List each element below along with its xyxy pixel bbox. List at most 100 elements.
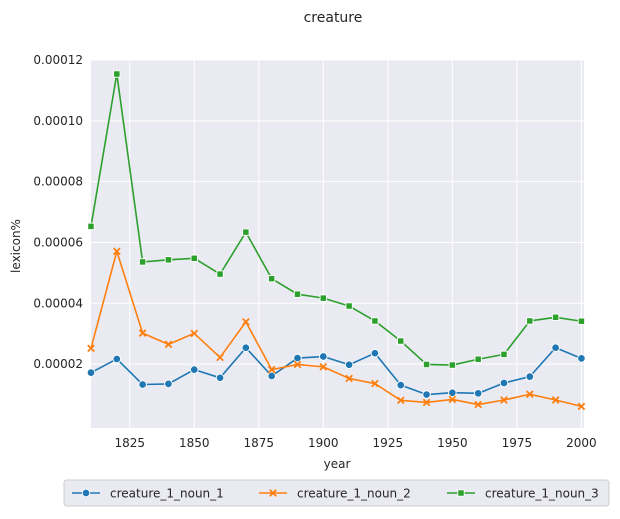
data-point [396,396,405,405]
y-tick-label: 0.00006 [33,235,83,249]
data-point [551,313,560,321]
series-group [86,70,586,411]
data-point [448,388,457,397]
legend-label: creature_1_noun_2 [297,487,411,501]
y-axis-label: lexicon% [9,219,23,273]
data-point [345,374,353,383]
legend-entries: creature_1_noun_1 creature_1_noun_2 creatu… [72,487,599,501]
legend-entry: creature_1_noun_1 [72,487,224,501]
series-line [90,73,582,366]
x-tick-label: 1825 [114,436,145,450]
data-point [241,343,251,352]
data-point [138,380,147,389]
data-point [190,329,199,338]
series-creature_1_noun_2 [87,247,586,411]
x-tick-label: 2000 [566,436,597,450]
data-point [87,222,95,231]
plot-area [91,60,584,428]
x-tick-label: 1975 [502,436,533,450]
data-point [164,340,173,349]
series-line [90,250,582,408]
data-point [396,380,405,390]
y-tick-label: 0.00012 [33,53,83,67]
data-point [422,398,431,407]
series-line [90,346,582,396]
series-creature_1_noun_3 [87,70,586,369]
series-creature_1_noun_1 [86,343,586,399]
data-point [138,329,147,337]
data-point [500,396,508,404]
data-point [138,258,147,266]
data-point [345,302,353,310]
x-tick-label: 1950 [437,436,468,450]
data-point [319,294,327,302]
data-point [499,378,509,388]
chart-title: creature [304,10,363,26]
data-point [577,354,586,363]
data-point [526,317,534,325]
x-tick-label: 1850 [179,436,210,450]
data-point [86,368,96,377]
data-point [448,395,457,404]
data-point [87,344,95,353]
data-point [164,256,173,264]
data-point [267,371,276,381]
data-point [216,270,224,278]
legend-marker [457,489,465,497]
data-point [474,400,483,409]
data-point [551,396,560,404]
data-point [215,373,225,383]
data-point [525,372,535,381]
data-point [500,350,508,359]
legend-frame [63,479,610,507]
y-tick-label: 0.00004 [33,296,83,310]
data-point [370,348,380,358]
data-point [474,355,482,363]
data-point [112,354,122,364]
y-tick-label: 0.00008 [33,175,83,189]
data-point [344,360,354,369]
y-tick-label: 0.00002 [33,357,83,371]
data-point [448,361,457,369]
data-point [293,360,302,369]
data-point [473,389,483,398]
data-point [190,254,198,262]
data-point [242,318,250,326]
legend-marker [81,488,91,498]
data-point [216,353,224,362]
data-point [113,70,121,78]
legend-entry: creature_1_noun_3 [447,487,599,501]
data-point [422,390,431,399]
x-tick-label: 1875 [244,436,275,450]
legend: creature_1_noun_1 creature_1_noun_2 creatu… [63,479,610,507]
data-point [293,353,302,363]
tick-labels: 1825 1850 1875 1900 1925 1950 1975 2000 0.00002 0… [33,53,596,450]
data-point [267,365,276,374]
data-point [319,363,328,371]
legend-label: creature_1_noun_3 [485,487,599,501]
data-point [268,275,276,283]
data-point [293,290,302,298]
x-tick-label: 1900 [308,436,339,450]
data-point [112,247,121,256]
legend-entry: creature_1_noun_2 [259,487,411,501]
y-tick-label: 0.00010 [33,114,83,128]
legend-label: creature_1_noun_1 [110,487,224,501]
x-tick-label: 1925 [373,436,404,450]
legend-marker [269,489,277,497]
data-point [189,365,199,374]
data-point [371,317,379,325]
data-point [525,390,534,399]
data-point [164,379,173,389]
data-point [577,402,586,411]
data-point [422,360,431,369]
x-axis-label: year [324,457,351,471]
grid [91,59,584,428]
data-point [242,228,250,236]
data-point [319,352,328,361]
data-point [551,343,560,352]
data-point [577,317,586,325]
data-point [371,379,379,388]
